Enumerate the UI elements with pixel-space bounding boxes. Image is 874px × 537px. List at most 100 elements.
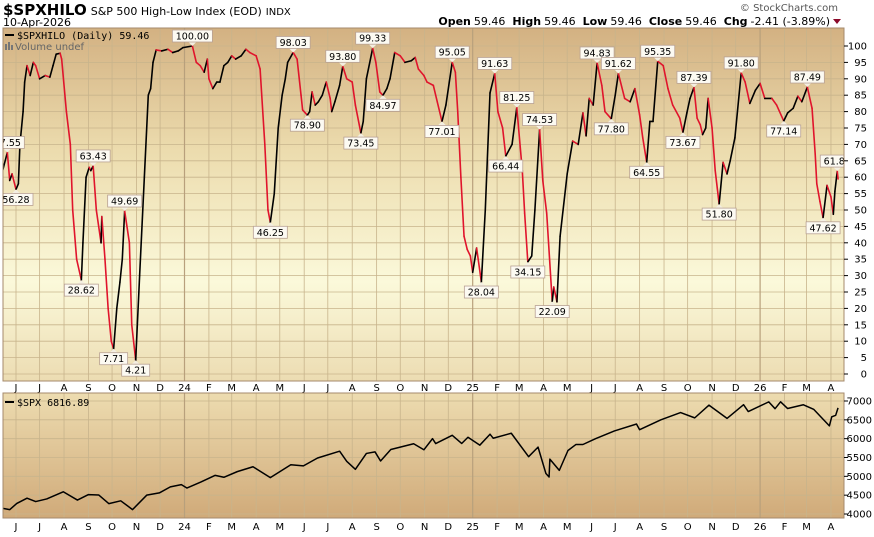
annotation-pointer bbox=[653, 57, 662, 62]
value-annotation: 56.28 bbox=[3, 189, 34, 206]
hilo-line-segment bbox=[530, 209, 536, 257]
hilo-line-segment bbox=[147, 87, 152, 96]
hilo-line-segment bbox=[460, 176, 465, 238]
annotation-box bbox=[488, 159, 524, 173]
annotation-box bbox=[275, 36, 311, 49]
annotation-label: 94.83 bbox=[584, 48, 611, 59]
hilo-line-segment bbox=[389, 51, 396, 80]
hilo-line-segment bbox=[582, 112, 587, 137]
y-tick-label: 55 bbox=[854, 189, 867, 200]
x-tick-label: D bbox=[444, 383, 452, 394]
annotation-label: 91.62 bbox=[605, 59, 632, 70]
x-tick-label: M bbox=[275, 522, 284, 533]
value-annotation: 22.09 bbox=[534, 301, 570, 318]
hilo-legend: $SPXHILO (Daily) 59.46 bbox=[17, 31, 149, 42]
x-tick-label: 26 bbox=[754, 522, 767, 533]
x-tick-label: 25 bbox=[466, 522, 479, 533]
annotation-pointer bbox=[77, 280, 86, 285]
annotation-label: 66.44 bbox=[492, 162, 519, 173]
annotation-label: 91.63 bbox=[481, 59, 508, 70]
value-annotation: 91.62 bbox=[600, 57, 636, 74]
hilo-line-segment bbox=[559, 173, 568, 238]
hilo-line-segment bbox=[112, 307, 118, 350]
value-annotation: 51.80 bbox=[701, 204, 737, 221]
value-annotation: 7.71 bbox=[99, 348, 129, 365]
annotation-box bbox=[325, 49, 361, 63]
hilo-line-segment bbox=[277, 94, 283, 129]
value-annotation: 91.80 bbox=[723, 56, 759, 73]
x-tick-label: O bbox=[396, 383, 404, 394]
hilo-line-segment bbox=[511, 106, 518, 146]
hilo-line-segment bbox=[6, 151, 11, 182]
hilo-line-segment bbox=[365, 47, 374, 80]
annotation-label: 91.80 bbox=[728, 58, 755, 69]
value-annotation: 77.01 bbox=[424, 121, 460, 138]
hilo-line-segment bbox=[466, 248, 472, 257]
annotation-pointer bbox=[833, 167, 842, 172]
hilo-line-segment bbox=[15, 182, 20, 191]
annotation-pointer bbox=[535, 125, 544, 130]
value-annotation: 67.55 bbox=[3, 136, 25, 153]
copyright-link[interactable]: © StockCharts.com bbox=[740, 3, 838, 14]
hilo-line-segment bbox=[227, 55, 233, 64]
y-tick-label: 45 bbox=[854, 222, 867, 233]
hilo-line-segment bbox=[775, 104, 785, 122]
annotation-pointer bbox=[303, 115, 312, 120]
hilo-line-segment bbox=[330, 100, 336, 113]
triangle-down-icon bbox=[833, 19, 841, 24]
hilo-line-segment bbox=[701, 127, 707, 136]
annotation-box bbox=[355, 31, 391, 45]
hilo-line-segment bbox=[152, 49, 157, 64]
hilo-line-segment bbox=[286, 51, 294, 64]
hilo-line-segment bbox=[463, 235, 468, 251]
hilo-line-segment bbox=[617, 72, 626, 100]
annotation-label: 73.45 bbox=[347, 139, 374, 150]
chart-date: 10-Apr-2026 bbox=[3, 16, 71, 29]
hilo-line-segment bbox=[754, 82, 761, 92]
hilo-line-segment bbox=[501, 127, 507, 157]
annotation-box bbox=[463, 285, 499, 299]
hilo-line-segment bbox=[382, 87, 388, 97]
x-tick-label: A bbox=[636, 383, 643, 394]
hilo-line-segment bbox=[11, 173, 17, 191]
hilo-line-segment bbox=[59, 52, 63, 60]
x-tick-label: F bbox=[494, 522, 500, 533]
annotation-box bbox=[3, 136, 25, 149]
annotation-box bbox=[75, 149, 111, 163]
value-annotation: 81.25 bbox=[499, 91, 535, 108]
annotation-pointer bbox=[501, 156, 510, 161]
hilo-line-segment bbox=[445, 61, 454, 106]
value-annotation: 77.14 bbox=[766, 120, 802, 137]
x-tick-label: 26 bbox=[754, 383, 767, 394]
value-annotation: 93.80 bbox=[325, 49, 361, 67]
hilo-line-segment bbox=[814, 153, 818, 185]
annotation-box bbox=[676, 70, 712, 84]
annotation-label: 46.25 bbox=[257, 228, 284, 239]
hilo-line-segment bbox=[577, 112, 584, 146]
x-tick-label: J bbox=[589, 383, 593, 394]
annotation-label: 7.71 bbox=[103, 354, 124, 365]
hilo-line-segment bbox=[604, 110, 613, 120]
spx-line bbox=[3, 401, 839, 511]
annotation-label: 28.04 bbox=[468, 288, 495, 299]
annotation-box bbox=[499, 91, 535, 104]
x-tick-label: M bbox=[275, 383, 284, 394]
hilo-line-segment bbox=[230, 55, 237, 60]
x-tick-label: 25 bbox=[466, 383, 479, 394]
annotation-label: 28.62 bbox=[68, 286, 95, 297]
value-annotation: 78.90 bbox=[289, 115, 325, 132]
hilo-line-segment bbox=[119, 258, 124, 283]
annotation-pointer bbox=[512, 103, 521, 108]
annotation-label: 49.69 bbox=[111, 197, 138, 208]
annotation-box bbox=[600, 57, 636, 70]
x-tick-label: S bbox=[661, 522, 667, 533]
x-tick-label: A bbox=[828, 522, 835, 533]
hilo-line-segment bbox=[155, 49, 163, 52]
hilo-line-segment bbox=[104, 258, 109, 310]
x-tick-label: N bbox=[133, 383, 140, 394]
x-tick-label: M bbox=[227, 522, 236, 533]
x-tick-label: A bbox=[61, 522, 68, 533]
annotation-box bbox=[629, 165, 665, 179]
hilo-line-segment bbox=[601, 84, 606, 113]
x-tick-label: F bbox=[494, 383, 500, 394]
